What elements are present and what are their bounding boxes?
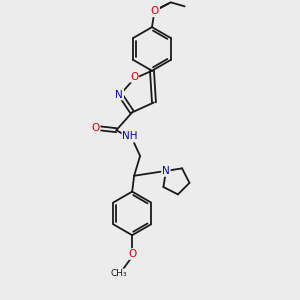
Text: CH₃: CH₃ bbox=[111, 269, 128, 278]
Text: N: N bbox=[162, 166, 170, 176]
Text: N: N bbox=[116, 89, 123, 100]
Text: O: O bbox=[92, 123, 100, 133]
Text: O: O bbox=[128, 249, 136, 259]
Text: NH: NH bbox=[122, 131, 138, 141]
Text: O: O bbox=[151, 6, 159, 16]
Text: O: O bbox=[130, 72, 138, 82]
